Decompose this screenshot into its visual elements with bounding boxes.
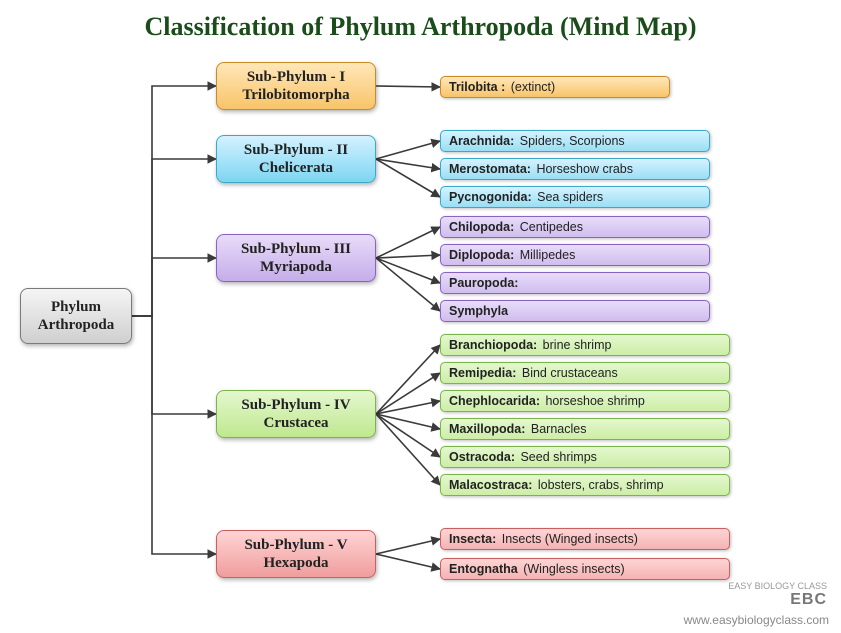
leaf-node: Pauropoda: [440, 272, 710, 294]
footer-url: www.easybiologyclass.com [684, 613, 829, 627]
leaf-node: Entognatha (Wingless insects) [440, 558, 730, 580]
leaf-text: Arachnida: Spiders, Scorpions [449, 134, 625, 148]
leaf-text: Chephlocarida: horseshoe shrimp [449, 394, 645, 408]
subphylum-node: Sub-Phylum - IIChelicerata [216, 135, 376, 183]
leaf-text: Merostomata: Horseshow crabs [449, 162, 633, 176]
leaf-text: Diplopoda: Millipedes [449, 248, 575, 262]
node-line: Trilobitomorpha [242, 86, 349, 104]
node-line: Crustacea [264, 414, 329, 432]
leaf-text: Pycnogonida: Sea spiders [449, 190, 603, 204]
leaf-node: Pycnogonida: Sea spiders [440, 186, 710, 208]
leaf-node: Remipedia: Bind crustaceans [440, 362, 730, 384]
node-line: Arthropoda [38, 316, 114, 334]
leaf-text: Branchiopoda: brine shrimp [449, 338, 611, 352]
logo-subtitle: EASY BIOLOGY CLASS [728, 582, 827, 592]
root-node: PhylumArthropoda [20, 288, 132, 344]
node-line: Sub-Phylum - II [244, 141, 348, 159]
subphylum-node: Sub-Phylum - VHexapoda [216, 530, 376, 578]
subphylum-node: Sub-Phylum - IVCrustacea [216, 390, 376, 438]
leaf-node: Insecta: Insects (Winged insects) [440, 528, 730, 550]
leaf-node: Merostomata: Horseshow crabs [440, 158, 710, 180]
leaf-text: Pauropoda: [449, 276, 520, 290]
node-line: Sub-Phylum - IV [241, 396, 350, 414]
leaf-text: Insecta: Insects (Winged insects) [449, 532, 638, 546]
logo-main: EBC [728, 591, 827, 609]
leaf-node: Chephlocarida: horseshoe shrimp [440, 390, 730, 412]
subphylum-node: Sub-Phylum - ITrilobitomorpha [216, 62, 376, 110]
leaf-text: Ostracoda: Seed shrimps [449, 450, 597, 464]
node-line: Sub-Phylum - V [244, 536, 347, 554]
leaf-node: Chilopoda: Centipedes [440, 216, 710, 238]
page-title: Classification of Phylum Arthropoda (Min… [0, 12, 841, 42]
leaf-node: Symphyla [440, 300, 710, 322]
node-line: Phylum [51, 298, 101, 316]
leaf-node: Arachnida: Spiders, Scorpions [440, 130, 710, 152]
leaf-node: Ostracoda: Seed shrimps [440, 446, 730, 468]
leaf-node: Malacostraca: lobsters, crabs, shrimp [440, 474, 730, 496]
node-line: Hexapoda [263, 554, 328, 572]
leaf-node: Trilobita : (extinct) [440, 76, 670, 98]
leaf-text: Trilobita : (extinct) [449, 80, 555, 94]
node-line: Sub-Phylum - III [241, 240, 351, 258]
logo: EASY BIOLOGY CLASS EBC [728, 582, 827, 609]
node-line: Myriapoda [260, 258, 332, 276]
leaf-node: Maxillopoda: Barnacles [440, 418, 730, 440]
leaf-text: Chilopoda: Centipedes [449, 220, 583, 234]
node-line: Chelicerata [259, 159, 333, 177]
leaf-text: Symphyla [449, 304, 510, 318]
node-line: Sub-Phylum - I [247, 68, 345, 86]
leaf-text: Malacostraca: lobsters, crabs, shrimp [449, 478, 664, 492]
subphylum-node: Sub-Phylum - IIIMyriapoda [216, 234, 376, 282]
leaf-text: Remipedia: Bind crustaceans [449, 366, 618, 380]
leaf-node: Branchiopoda: brine shrimp [440, 334, 730, 356]
leaf-text: Entognatha (Wingless insects) [449, 562, 625, 576]
leaf-node: Diplopoda: Millipedes [440, 244, 710, 266]
leaf-text: Maxillopoda: Barnacles [449, 422, 586, 436]
